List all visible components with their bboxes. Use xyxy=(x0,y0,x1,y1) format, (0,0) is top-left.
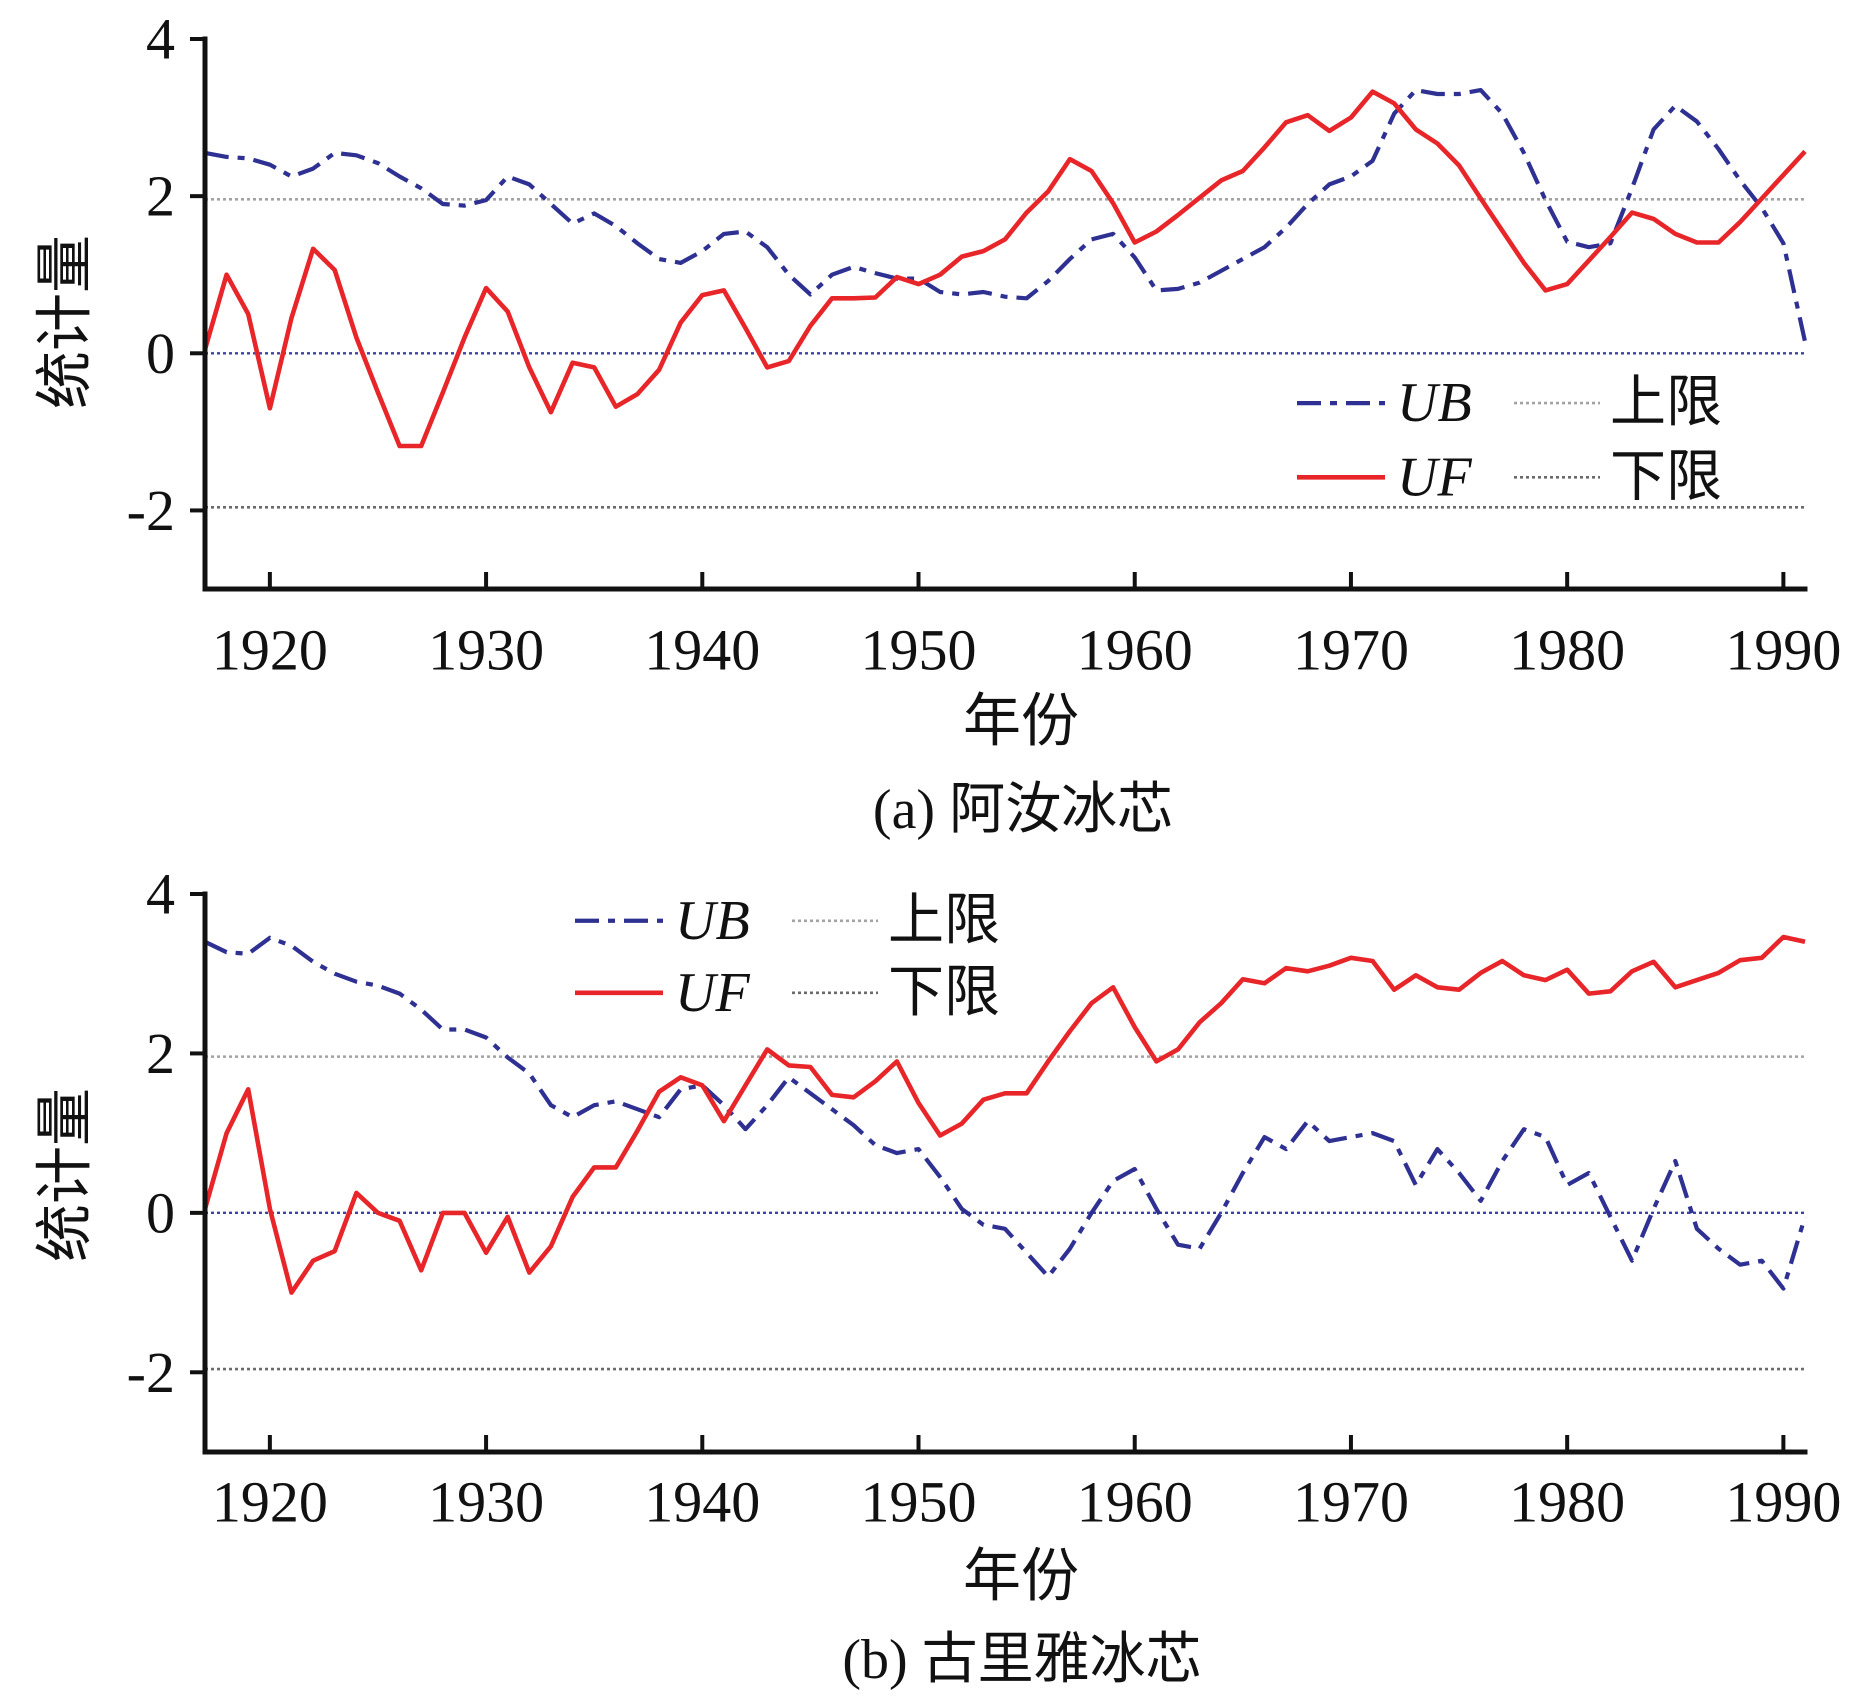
series xyxy=(202,88,1808,449)
panel-a: 统计量 年份 (a) 阿汝冰芯 4 2 0 -2 1920 1930 1940 1950 196… xyxy=(33,7,1842,842)
series-line-ub xyxy=(204,935,1808,1291)
x-tick-label: 1990 xyxy=(1725,618,1841,683)
x-tick-label: 1980 xyxy=(1509,1470,1625,1535)
y-axis-title: 统计量 xyxy=(33,235,98,409)
axes: 4 2 0 -2 1920 1930 1940 1950 1960 1970 1980 1990 xyxy=(127,7,1842,683)
x-tick-label: 1920 xyxy=(212,618,328,683)
legend-label-upper-limit: 上限 xyxy=(1610,372,1722,434)
y-tick-label: 2 xyxy=(146,1021,175,1086)
series-line-ub xyxy=(204,88,1808,342)
legend-label-uf: UF xyxy=(1397,446,1472,508)
series-line-uf xyxy=(202,89,1807,449)
x-tick-label: 1960 xyxy=(1077,1470,1193,1535)
panel-caption: (a) 阿汝冰芯 xyxy=(873,779,1173,841)
reference-lines xyxy=(205,197,1805,509)
x-tick-label: 1930 xyxy=(428,618,544,683)
x-tick-label: 1980 xyxy=(1509,618,1625,683)
y-tick-label: 4 xyxy=(146,862,175,927)
x-axis-title: 年份 xyxy=(963,1544,1079,1609)
series xyxy=(202,934,1808,1295)
x-tick-label: 1940 xyxy=(644,618,760,683)
x-tick-label: 1930 xyxy=(428,1470,544,1535)
y-tick-label: -2 xyxy=(127,1340,175,1405)
x-axis-title: 年份 xyxy=(963,689,1079,754)
x-tick-label: 1920 xyxy=(212,1470,328,1535)
x-tick-label: 1940 xyxy=(644,1470,760,1535)
x-tick-label: 1970 xyxy=(1293,618,1409,683)
legend-label-ub: UB xyxy=(1397,372,1472,434)
x-tick-label: 1990 xyxy=(1725,1470,1841,1535)
series-line-uf xyxy=(202,934,1806,1295)
y-tick-label: -2 xyxy=(127,478,175,543)
y-tick-label: 2 xyxy=(146,164,175,229)
y-tick-label: 0 xyxy=(146,321,175,386)
panel-caption: (b) 古里雅冰芯 xyxy=(842,1629,1201,1691)
legend-label-ub: UB xyxy=(675,890,750,952)
y-tick-label: 0 xyxy=(146,1180,175,1245)
reference-lines xyxy=(205,1055,1805,1371)
y-tick-label: 4 xyxy=(146,7,175,72)
x-tick-label: 1970 xyxy=(1293,1470,1409,1535)
axes: 4 2 0 -2 1920 1930 1940 1950 1960 1970 1980 1990 xyxy=(127,862,1842,1535)
y-axis-title: 统计量 xyxy=(33,1088,98,1262)
panel-b: 统计量 年份 (b) 古里雅冰芯 4 2 0 -2 1920 1930 1940 1950 19… xyxy=(33,862,1842,1692)
legend-label-upper-limit: 上限 xyxy=(888,890,1000,952)
legend-label-uf: UF xyxy=(675,962,750,1024)
x-tick-label: 1950 xyxy=(861,1470,977,1535)
legend-label-lower-limit: 下限 xyxy=(888,962,1000,1024)
x-tick-label: 1950 xyxy=(861,618,977,683)
legend: UB 上限 UF 下限 xyxy=(575,890,1000,1024)
x-tick-label: 1960 xyxy=(1077,618,1193,683)
legend-label-lower-limit: 下限 xyxy=(1610,446,1722,508)
legend: UB 上限 UF 下限 xyxy=(1297,372,1722,508)
